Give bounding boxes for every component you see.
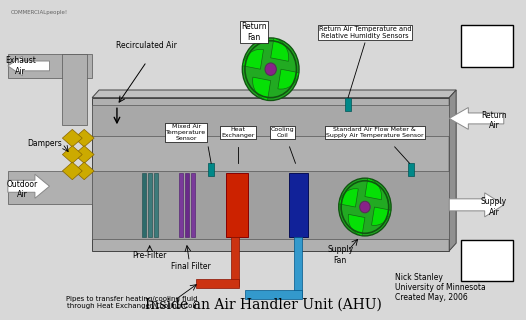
Text: Mixed Air
Temperature
Sensor: Mixed Air Temperature Sensor (166, 124, 206, 141)
Text: Return
Air: Return Air (481, 111, 507, 130)
Polygon shape (74, 146, 94, 163)
Wedge shape (371, 207, 391, 225)
Wedge shape (271, 38, 289, 61)
Text: Dampers: Dampers (27, 139, 62, 148)
Polygon shape (449, 108, 504, 129)
Bar (295, 236, 302, 297)
Text: Pre-Filter: Pre-Filter (133, 251, 167, 260)
Polygon shape (74, 129, 94, 147)
Bar (8, 54, 92, 78)
Text: Outdoor
Air: Outdoor Air (7, 180, 38, 199)
Bar (185, 173, 189, 236)
Text: COMMERCIALpeople!: COMMERCIALpeople! (11, 10, 68, 15)
Text: Nick Stanley
University of Minnesota
Created May, 2006: Nick Stanley University of Minnesota Cre… (394, 273, 485, 302)
Bar (141, 173, 146, 236)
Wedge shape (242, 49, 264, 69)
Text: Supply
Air: Supply Air (481, 197, 507, 217)
Bar (226, 173, 248, 236)
Bar (345, 98, 351, 111)
Bar (8, 171, 92, 204)
Text: Heat
Exchanger: Heat Exchanger (221, 127, 255, 138)
Polygon shape (63, 146, 82, 163)
Bar (461, 240, 513, 281)
Text: Return Air Temperature and
Relative Humidity Sensors: Return Air Temperature and Relative Humi… (319, 26, 411, 38)
Bar (92, 98, 449, 251)
Bar (196, 279, 239, 288)
Bar (148, 173, 151, 236)
Polygon shape (8, 174, 49, 198)
Polygon shape (449, 90, 456, 251)
Text: Pipes to transfer heating/cooling fluid
through Heat Exchanger/Cooling Coil: Pipes to transfer heating/cooling fluid … (66, 296, 198, 309)
Text: Recirculated Air: Recirculated Air (116, 41, 177, 50)
Bar (208, 163, 214, 176)
Bar (245, 290, 302, 299)
Wedge shape (365, 179, 381, 200)
Text: Inside an Air Handler Unit (AHU): Inside an Air Handler Unit (AHU) (145, 298, 381, 312)
Bar (191, 173, 195, 236)
Bar (461, 26, 513, 67)
Wedge shape (348, 214, 365, 236)
Text: Final Filter: Final Filter (171, 262, 211, 271)
Circle shape (265, 63, 276, 76)
Bar (92, 171, 449, 239)
Bar (63, 54, 87, 125)
Circle shape (339, 178, 391, 236)
Polygon shape (449, 193, 504, 217)
Wedge shape (252, 77, 271, 100)
Text: Supply
Fan: Supply Fan (327, 245, 353, 265)
Circle shape (360, 201, 370, 213)
Bar (408, 163, 413, 176)
Bar (289, 173, 308, 236)
Bar (154, 173, 158, 236)
Text: Return
Fan: Return Fan (241, 22, 267, 42)
Polygon shape (74, 162, 94, 180)
Text: Exhaust
Air: Exhaust Air (5, 56, 36, 76)
Bar (179, 173, 184, 236)
Polygon shape (63, 129, 82, 147)
Circle shape (242, 38, 299, 100)
Polygon shape (92, 90, 456, 98)
Wedge shape (278, 69, 299, 89)
Text: Standard Air Flow Meter &
Supply Air Temperature Sensor: Standard Air Flow Meter & Supply Air Tem… (326, 127, 423, 138)
Polygon shape (8, 56, 49, 76)
Polygon shape (63, 162, 82, 180)
Wedge shape (339, 189, 358, 207)
Bar (231, 236, 239, 286)
Bar (92, 105, 449, 136)
Text: Cooling
Coil: Cooling Coil (271, 127, 295, 138)
